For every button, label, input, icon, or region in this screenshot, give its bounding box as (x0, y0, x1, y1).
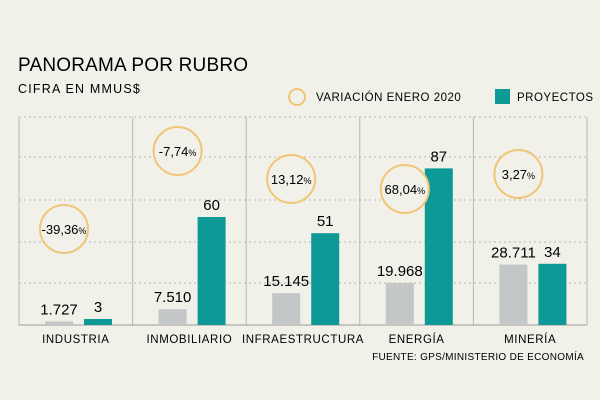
variation-label-3: 68,04% (385, 182, 426, 197)
projects-label-4: 34 (544, 244, 561, 261)
projects-label-0: 3 (94, 299, 102, 316)
variation-circle-1 (152, 126, 203, 176)
amount-bar-2 (272, 293, 301, 325)
amount-bar-3 (385, 282, 414, 325)
amount-bar-4 (499, 264, 528, 325)
variation-unit-1: % (188, 148, 196, 158)
variation-circle-4 (493, 149, 544, 199)
legend-variation-label: VARIACIÓN ENERO 2020 (316, 91, 461, 104)
chart-title: PANORAMA POR RUBRO (18, 55, 248, 76)
variation-circle-0 (39, 204, 89, 254)
variation-unit-2: % (303, 176, 311, 186)
projects-label-3: 87 (430, 148, 447, 165)
variation-circle-2 (266, 154, 317, 204)
projects-label-1: 60 (203, 197, 220, 214)
projects-bar-0 (84, 319, 112, 325)
amount-label-3: 19.968 (377, 263, 423, 280)
projects-bar-1 (197, 217, 226, 325)
variation-unit-0: % (78, 226, 86, 236)
amount-label-2: 15.145 (263, 273, 309, 290)
amount-bar-0 (45, 321, 73, 325)
amount-label-4: 28.711 (491, 245, 536, 262)
variation-label-0: -39,36% (42, 222, 87, 237)
category-label-4: MINERÍA (504, 333, 556, 346)
amount-label-1: 7.510 (154, 289, 192, 306)
grid (18, 116, 588, 326)
variation-unit-3: % (417, 186, 425, 196)
variation-label-2: 13,12% (271, 172, 312, 187)
variation-label-1: -7,74% (159, 144, 197, 159)
category-label-3: ENERGÍA (389, 333, 445, 346)
amount-label-0: 1.727 (40, 301, 78, 318)
variation-label-4: 3,27% (502, 167, 535, 182)
legend-variation-icon (288, 88, 306, 106)
projects-bar-3 (424, 168, 453, 325)
amount-bar-1 (158, 309, 187, 325)
category-label-0: INDUSTRIA (42, 334, 109, 346)
legend-projects-icon (495, 89, 510, 104)
projects-bar-2 (311, 233, 340, 325)
category-label-1: INMOBILIARIO (147, 334, 233, 346)
source-note: FUENTE: GPS/MINISTERIO DE ECONOMÍA (372, 350, 584, 363)
variation-circle-3 (379, 164, 430, 214)
chart-subtitle: CIFRA EN MMUS$ (18, 82, 141, 96)
bars: 1.727 3 -39,36% INDUSTRIA 7.510 60 -7,74% INMOB… (39, 126, 567, 346)
projects-bar-4 (538, 263, 567, 325)
category-label-2: INFRAESTRUCTURA (242, 334, 364, 346)
variation-unit-4: % (527, 171, 535, 181)
projects-label-2: 51 (317, 213, 334, 230)
legend-projects-label: PROYECTOS (517, 92, 594, 104)
